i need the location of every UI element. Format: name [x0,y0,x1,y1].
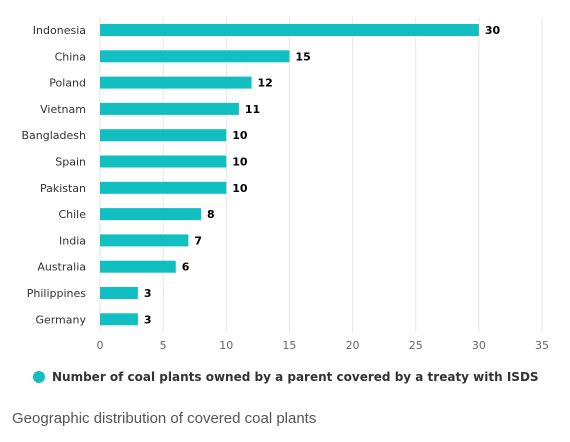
data-label: 30 [485,24,501,37]
x-tick-label: 5 [160,339,167,352]
data-label: 6 [182,261,190,274]
x-tick-label: 25 [409,339,423,352]
data-label: 8 [207,208,215,221]
bar [100,129,227,142]
data-label: 11 [245,103,260,116]
x-tick-label: 30 [472,339,486,352]
category-label: Indonesia [33,24,86,37]
data-label: 10 [232,156,248,169]
legend-swatch [33,371,45,383]
x-tick-label: 10 [219,339,233,352]
data-label: 15 [295,50,310,63]
data-label: 10 [232,182,248,195]
category-label: Spain [55,156,86,169]
bar [100,313,138,326]
legend[interactable]: Number of coal plants owned by a parent … [33,370,539,384]
legend-label: Number of coal plants owned by a parent … [52,370,539,384]
category-label: Pakistan [40,182,86,195]
category-label: Philippines [27,287,87,300]
x-tick-label: 20 [346,339,360,352]
bar [100,155,227,168]
category-label: Vietnam [40,103,86,116]
x-tick-label: 15 [282,339,296,352]
bar [100,260,176,273]
bar [100,50,290,63]
data-label: 3 [144,287,152,300]
category-label: Poland [49,77,86,90]
category-label: Germany [35,313,86,326]
data-label: 10 [232,129,248,142]
category-label: Chile [58,208,86,221]
x-tick-label: 35 [535,339,549,352]
bar [100,102,239,115]
category-label: Australia [37,261,86,274]
bar [100,181,227,194]
bar [100,234,189,247]
bar [100,287,138,299]
bar [100,24,479,36]
bar [100,208,202,221]
chart-caption: Geographic distribution of covered coal … [12,410,317,427]
category-label: India [59,234,86,247]
data-label: 3 [144,313,152,326]
data-label: 12 [258,77,273,90]
data-label: 7 [194,234,202,247]
category-label: China [55,50,86,63]
category-label: Bangladesh [22,129,87,142]
x-tick-label: 0 [97,339,104,352]
bar [100,76,252,89]
